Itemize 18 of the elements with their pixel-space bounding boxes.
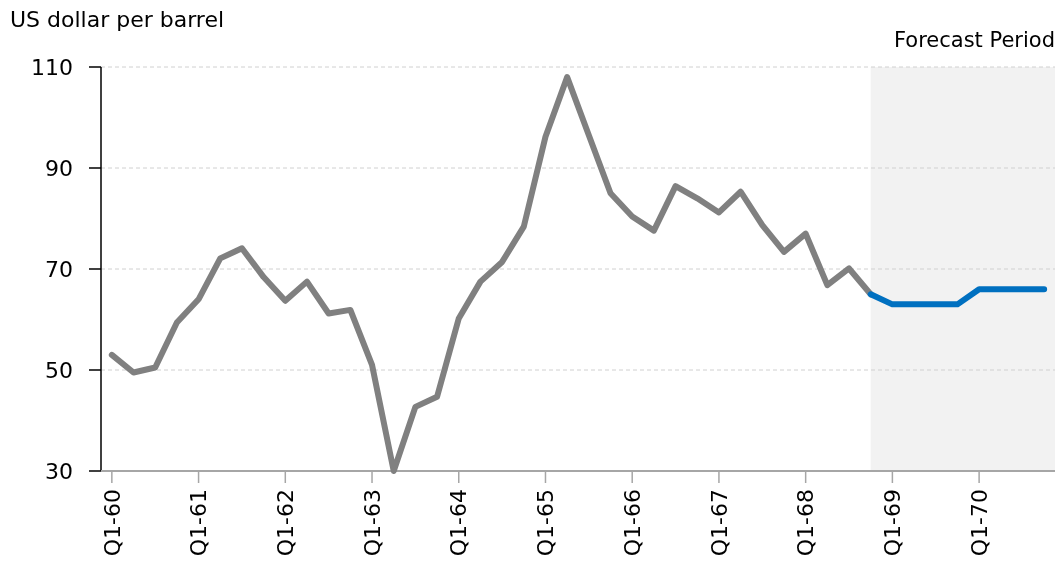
x-tick-label: Q1-61 <box>186 489 212 557</box>
y-tick-label: 110 <box>31 54 73 80</box>
x-tick-label: Q1-70 <box>966 489 992 557</box>
x-tick-label: Q1-62 <box>273 489 298 557</box>
y-tick-label: 30 <box>45 458 73 484</box>
y-tick-label: 90 <box>45 155 73 181</box>
x-tick-label: Q1-65 <box>533 489 559 557</box>
y-tick-label: 70 <box>45 256 73 282</box>
x-tick-label: Q1-64 <box>446 489 472 557</box>
x-tick-label: Q1-66 <box>619 489 645 557</box>
text: Forecast Period <box>893 28 1055 52</box>
x-tick-label: Q1-67 <box>706 489 732 557</box>
y-tick-label: 50 <box>45 357 73 383</box>
x-tick-label: Q1-60 <box>99 489 125 557</box>
y-axis-title: US dollar per barrel <box>10 7 225 32</box>
x-tick-label: Q1-69 <box>880 489 906 557</box>
x-tick-label: Q1-68 <box>793 489 819 557</box>
x-tick-label: Q1-63 <box>359 489 385 557</box>
